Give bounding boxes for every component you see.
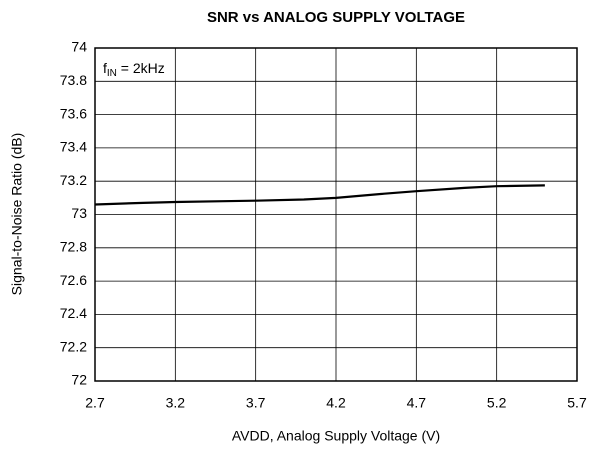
x-tick-label: 3.7	[246, 395, 266, 411]
x-tick-label: 5.2	[487, 395, 507, 411]
x-tick-label: 2.7	[85, 395, 105, 411]
annotation-base: f	[103, 60, 107, 76]
y-tick-label: 72.6	[60, 272, 87, 288]
y-tick-label: 72.4	[60, 305, 87, 321]
x-tick-label: 3.2	[166, 395, 186, 411]
y-tick-label: 73	[71, 205, 87, 221]
y-tick-label: 72.8	[60, 239, 87, 255]
x-tick-label: 4.2	[326, 395, 346, 411]
x-tick-label: 5.7	[567, 395, 587, 411]
chart-title: SNR vs ANALOG SUPPLY VOLTAGE	[207, 9, 465, 26]
y-tick-label: 73.8	[60, 72, 87, 88]
annotation: fIN = 2kHz	[103, 60, 165, 79]
y-axis-label: Signal-to-Noise Ratio (dB)	[9, 133, 25, 296]
x-tick-label: 4.7	[407, 395, 427, 411]
x-axis-label: AVDD, Analog Supply Voltage (V)	[232, 428, 440, 444]
annotation-tail: = 2kHz	[117, 60, 165, 76]
y-tick-label: 72	[71, 372, 87, 388]
y-tick-label: 73.6	[60, 105, 87, 121]
y-tick-label: 72.2	[60, 338, 87, 354]
y-tick-label: 73.4	[60, 139, 87, 155]
annotation-sub: IN	[107, 68, 117, 79]
y-tick-label: 73.2	[60, 172, 87, 188]
line-series	[94, 184, 545, 206]
y-tick-label: 74	[71, 39, 87, 55]
plot-border	[94, 47, 578, 382]
